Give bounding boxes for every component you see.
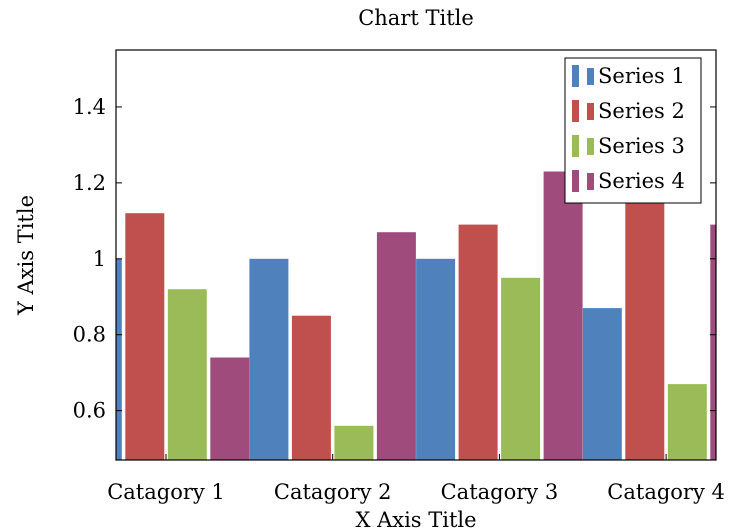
legend-label-4: Series 4 [598, 169, 685, 193]
bar-4-2 [376, 232, 416, 460]
bar-2-4 [625, 182, 665, 460]
x-tick-label: Catagory 3 [441, 480, 559, 504]
bar-2-3 [458, 224, 498, 460]
bar-1-2 [249, 258, 289, 460]
y-axis-ticks: 0.6 0.8 1 1.2 1.4 [73, 95, 716, 423]
bar-4-4 [710, 224, 716, 460]
bar-3-4 [667, 384, 707, 460]
x-tick-label: Catagory 4 [607, 480, 725, 504]
legend-swatch-small-4 [587, 173, 594, 190]
bar-3-2 [334, 425, 374, 460]
y-tick-label: 0.6 [73, 399, 106, 423]
y-tick-label: 1.2 [73, 171, 106, 195]
x-tick-label: Catagory 2 [274, 480, 392, 504]
y-tick-label: 0.8 [73, 323, 106, 347]
bar-1-1 [116, 258, 122, 460]
bar-2-2 [291, 315, 331, 460]
bar-3-1 [167, 289, 207, 460]
bars-layer [116, 171, 716, 460]
bar-4-1 [210, 357, 250, 460]
legend-swatch-small-3 [587, 138, 594, 155]
legend-swatch-small-1 [587, 68, 594, 85]
bar-1-3 [416, 258, 456, 460]
bar-1-4 [582, 308, 622, 460]
bar-2-1 [125, 213, 165, 460]
x-axis-ticks: Catagory 1 Catagory 2 Catagory 3 Catagory 4 [107, 454, 725, 504]
legend-swatch-small-2 [587, 103, 594, 120]
legend-label-3: Series 3 [598, 134, 685, 158]
legend-label-2: Series 2 [598, 99, 685, 123]
bar-3-3 [501, 277, 541, 460]
x-axis-title: X Axis Title [355, 508, 476, 531]
y-axis-title: Y Axis Title [14, 195, 38, 316]
legend-label-1: Series 1 [598, 64, 685, 88]
chart-title: Chart Title [358, 6, 474, 30]
plot-frame [115, 49, 717, 461]
legend: Series 1 Series 2 Series 3 Series 4 [564, 57, 702, 204]
legend-swatch-3 [572, 135, 579, 157]
x-tick-label: Catagory 1 [107, 480, 225, 504]
y-tick-label: 1 [93, 247, 106, 271]
legend-swatch-2 [572, 100, 579, 122]
y-tick-label: 1.4 [73, 95, 106, 119]
legend-swatch-4 [572, 170, 579, 192]
bar-4-3 [543, 171, 583, 460]
legend-swatch-1 [572, 65, 579, 87]
